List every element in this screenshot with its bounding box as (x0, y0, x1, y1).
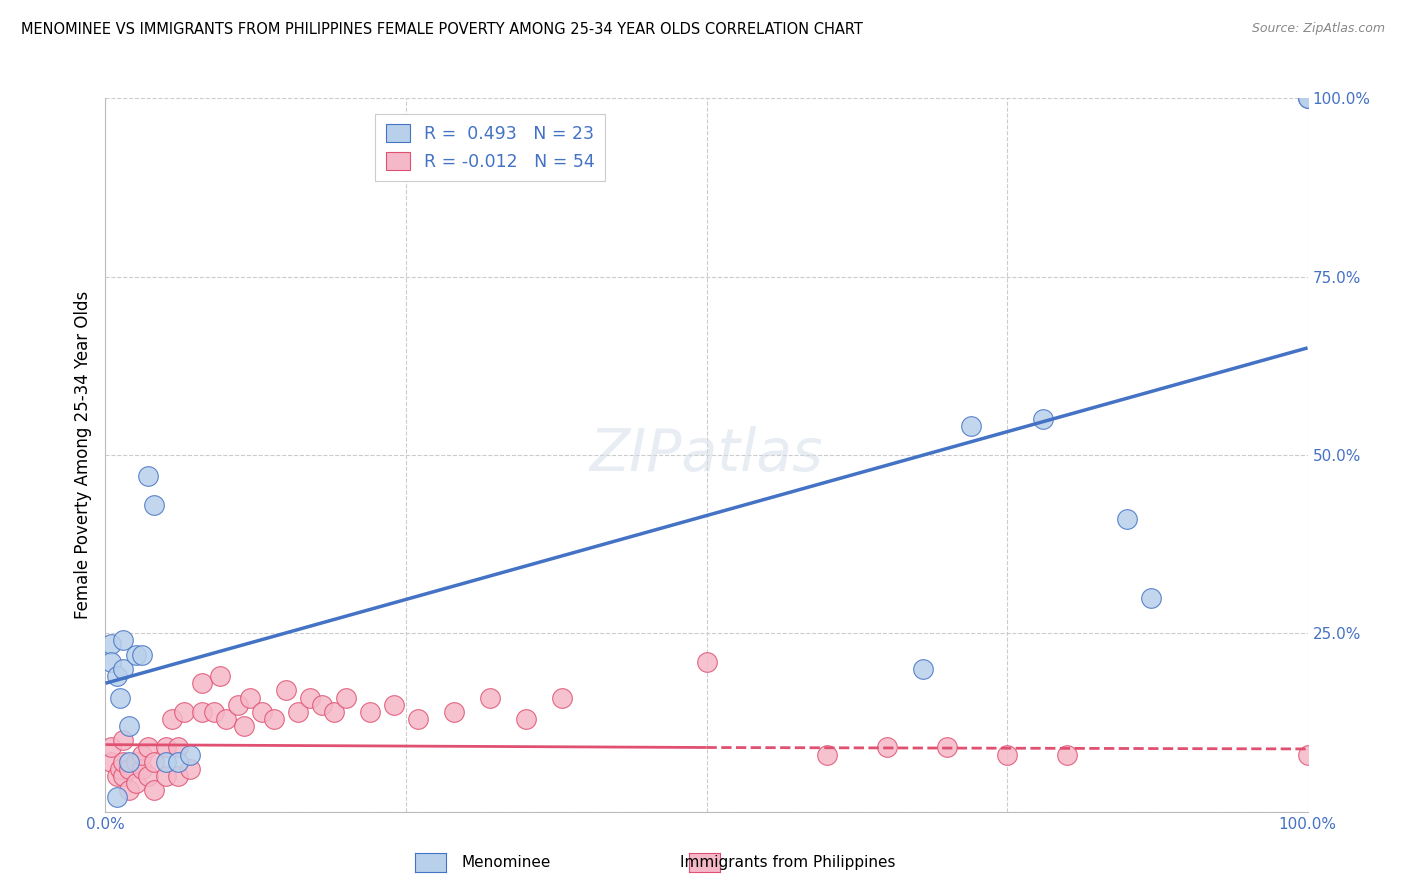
Text: Source: ZipAtlas.com: Source: ZipAtlas.com (1251, 22, 1385, 36)
Point (100, 637, 122, 651)
Point (142, 755, 165, 769)
Point (166, 769, 188, 783)
Point (100, 740, 122, 755)
Point (202, 705, 225, 719)
Point (108, 762, 131, 776)
Point (100, 755, 122, 769)
Point (250, 705, 273, 719)
Point (112, 662, 135, 676)
Point (876, 740, 898, 755)
Point (142, 783, 165, 797)
Point (173, 705, 195, 719)
Point (155, 740, 177, 755)
Point (263, 712, 285, 726)
Point (142, 498, 165, 512)
Point (131, 762, 153, 776)
Point (382, 698, 405, 712)
Point (696, 655, 718, 669)
Point (100, 655, 122, 669)
Y-axis label: Female Poverty Among 25-34 Year Olds: Female Poverty Among 25-34 Year Olds (73, 291, 91, 619)
Point (190, 705, 212, 719)
Point (1296, 91, 1319, 105)
Point (107, 790, 129, 805)
Point (1296, 747, 1319, 762)
Point (112, 769, 135, 783)
Point (136, 469, 159, 483)
Point (479, 690, 502, 705)
Point (443, 705, 465, 719)
Point (136, 740, 159, 755)
Point (118, 783, 141, 797)
Point (322, 705, 344, 719)
Point (155, 755, 177, 769)
Point (960, 419, 983, 434)
Point (335, 690, 357, 705)
Point (160, 712, 183, 726)
Point (124, 755, 146, 769)
Point (1032, 412, 1054, 426)
Legend: R =  0.493   N = 23, R = -0.012   N = 54: R = 0.493 N = 23, R = -0.012 N = 54 (375, 114, 605, 181)
Point (108, 690, 131, 705)
Point (406, 712, 429, 726)
Point (124, 648, 146, 662)
Point (815, 747, 838, 762)
Point (1140, 591, 1163, 605)
Point (131, 747, 153, 762)
Point (190, 676, 212, 690)
Point (515, 712, 537, 726)
Point (995, 747, 1018, 762)
Point (208, 669, 231, 683)
Text: MENOMINEE VS IMMIGRANTS FROM PHILIPPINES FEMALE POVERTY AMONG 25-34 YEAR OLDS CO: MENOMINEE VS IMMIGRANTS FROM PHILIPPINES… (21, 22, 863, 37)
Point (232, 719, 254, 733)
Point (226, 698, 249, 712)
Point (107, 669, 129, 683)
Point (131, 648, 153, 662)
Point (239, 690, 262, 705)
Point (274, 683, 297, 698)
Point (1296, 91, 1319, 105)
Point (1056, 747, 1078, 762)
Text: Menominee: Menominee (461, 855, 551, 870)
Point (124, 776, 146, 790)
Text: ZIPatlas: ZIPatlas (589, 426, 824, 483)
Point (112, 633, 135, 648)
Point (311, 698, 333, 712)
Point (112, 755, 135, 769)
Point (118, 755, 141, 769)
Point (136, 769, 159, 783)
Point (118, 719, 141, 733)
Point (359, 705, 381, 719)
Point (166, 755, 188, 769)
Point (179, 747, 201, 762)
Point (298, 690, 321, 705)
Point (112, 733, 135, 747)
Point (1116, 512, 1139, 526)
Point (287, 705, 309, 719)
Point (214, 712, 236, 726)
Point (936, 740, 959, 755)
Point (179, 762, 201, 776)
Point (911, 662, 934, 676)
Point (166, 740, 188, 755)
Point (118, 762, 141, 776)
Point (551, 690, 574, 705)
Point (155, 769, 177, 783)
Point (107, 769, 129, 783)
Text: Immigrants from Philippines: Immigrants from Philippines (679, 855, 896, 870)
